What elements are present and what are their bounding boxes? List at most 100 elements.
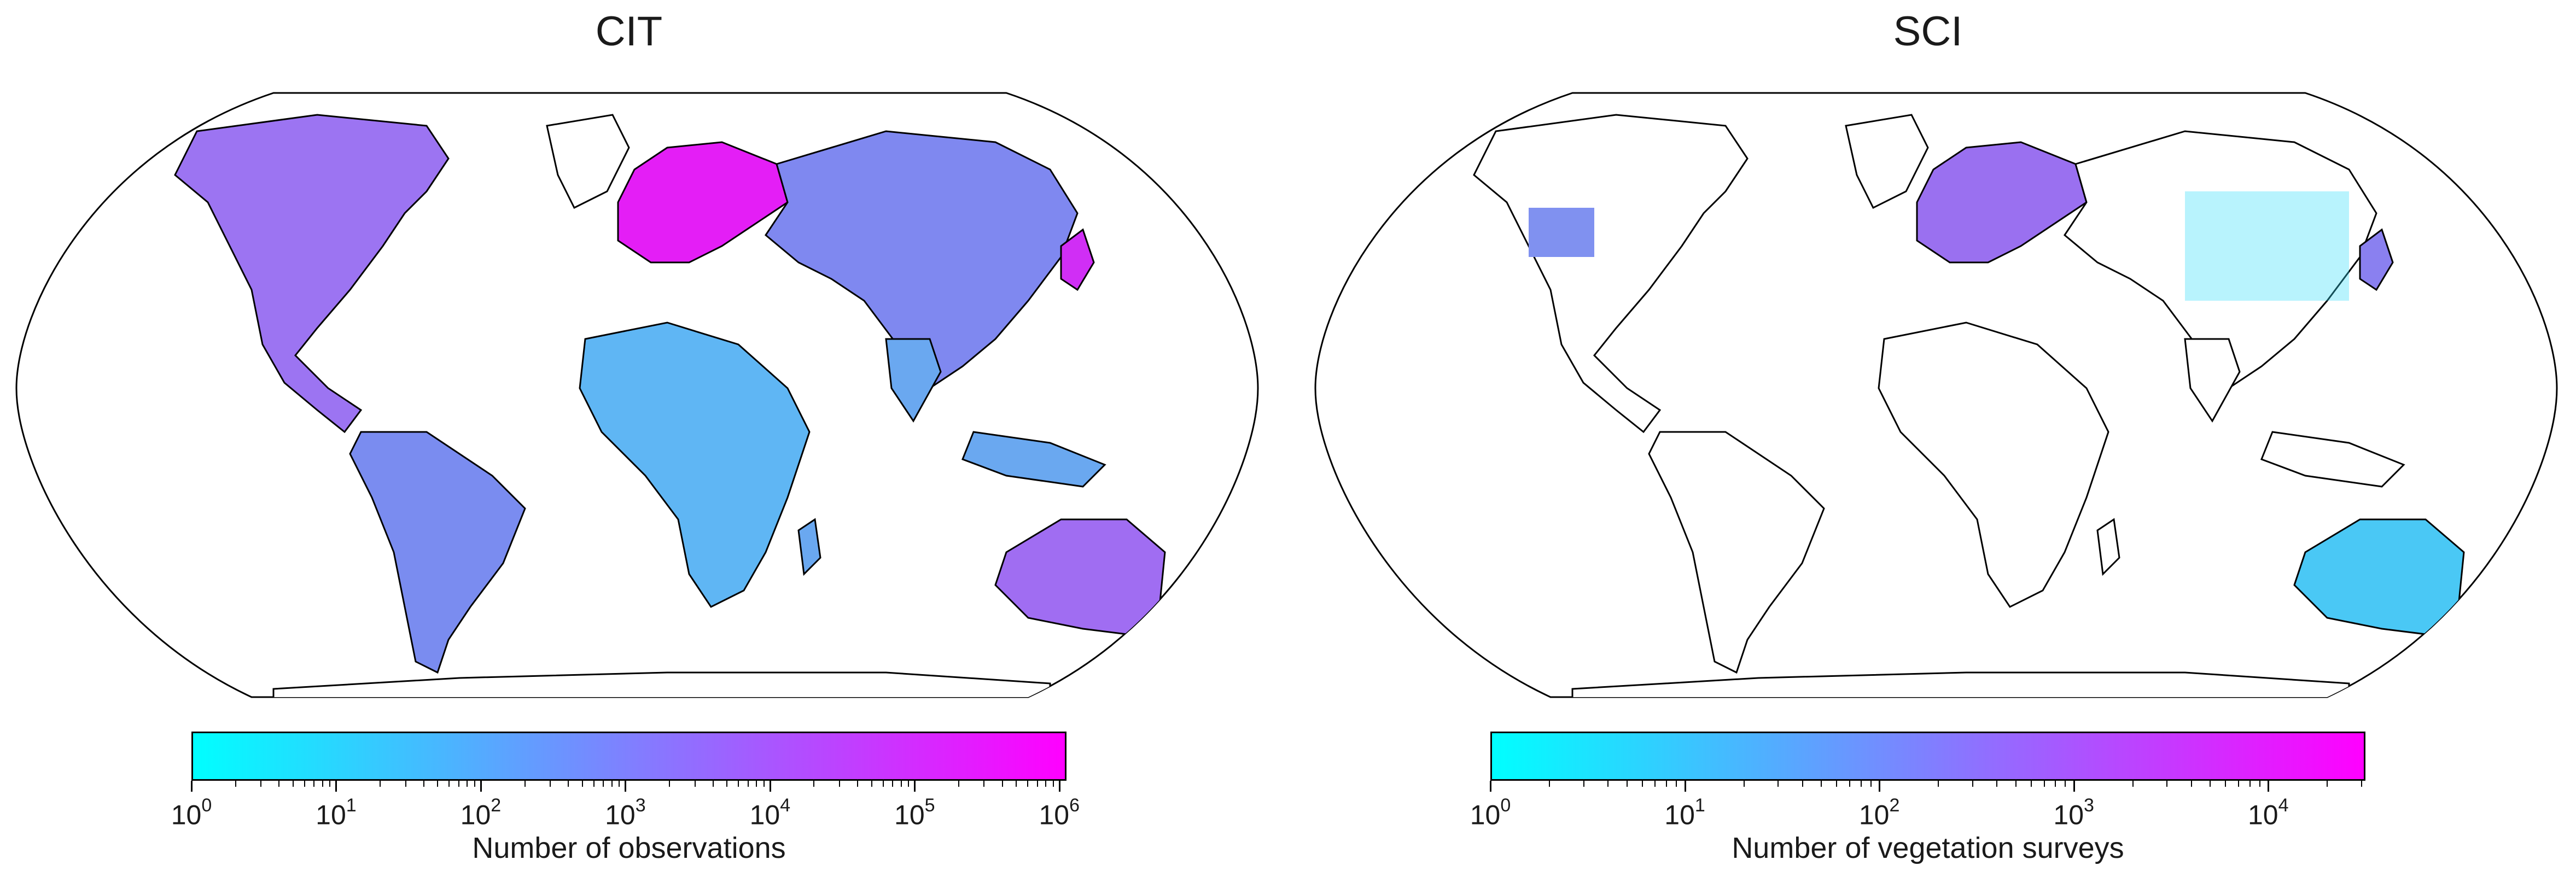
minor-tick <box>839 781 840 787</box>
minor-tick <box>260 781 261 787</box>
minor-tick <box>713 781 714 787</box>
minor-tick <box>2259 781 2260 787</box>
minor-tick <box>593 781 595 787</box>
minor-tick <box>568 781 569 787</box>
minor-tick <box>2361 781 2362 787</box>
eastern-asia-dots <box>2185 191 2349 301</box>
minor-tick <box>448 781 450 787</box>
tick-label: 100 <box>171 798 212 831</box>
sci-colorbar <box>1490 732 2365 781</box>
minor-tick <box>550 781 551 787</box>
major-tick <box>1879 781 1880 792</box>
tick-label: 100 <box>1470 798 1511 831</box>
minor-tick <box>2015 781 2016 787</box>
cit-colorbar-title: Number of observations <box>191 831 1066 865</box>
minor-tick <box>329 781 330 787</box>
minor-tick <box>322 781 323 787</box>
tick-label: 106 <box>1039 798 1080 831</box>
tick-label: 101 <box>316 798 357 831</box>
sci-panel: SCI 100 101 102 103 104 Number of vegetation… <box>1299 0 2576 883</box>
minor-tick <box>908 781 909 787</box>
minor-tick <box>380 781 381 787</box>
minor-tick <box>524 781 526 787</box>
minor-tick <box>1037 781 1038 787</box>
tick-label: 104 <box>750 798 791 831</box>
minor-tick <box>582 781 583 787</box>
minor-tick <box>857 781 858 787</box>
minor-tick <box>695 781 696 787</box>
sci-colorbar-title: Number of vegetation surveys <box>1490 831 2365 865</box>
minor-tick <box>1802 781 1803 787</box>
tick-label: 105 <box>894 798 935 831</box>
tick-label: 103 <box>605 798 646 831</box>
major-tick <box>770 781 771 792</box>
minor-tick <box>748 781 749 787</box>
minor-tick <box>278 781 279 787</box>
minor-tick <box>1027 781 1028 787</box>
minor-tick <box>738 781 739 787</box>
minor-tick <box>1861 781 1862 787</box>
western-usa-block <box>1529 208 1594 257</box>
tick-label: 102 <box>1859 798 1900 831</box>
minor-tick <box>2044 781 2045 787</box>
minor-tick <box>2225 781 2226 787</box>
sci-world-map <box>1310 82 2568 705</box>
minor-tick <box>1938 781 1939 787</box>
minor-tick <box>474 781 475 787</box>
minor-tick <box>467 781 468 787</box>
minor-tick <box>304 781 305 787</box>
minor-tick <box>871 781 872 787</box>
minor-tick <box>235 781 236 787</box>
cit-colorbar <box>191 732 1066 781</box>
minor-tick <box>2238 781 2239 787</box>
minor-tick <box>293 781 294 787</box>
minor-tick <box>423 781 424 787</box>
minor-tick <box>2327 781 2328 787</box>
minor-tick <box>1821 781 1822 787</box>
minor-tick <box>756 781 757 787</box>
tick-label: 103 <box>2053 798 2094 831</box>
minor-tick <box>901 781 902 787</box>
major-tick <box>191 781 193 792</box>
minor-tick <box>1676 781 1677 787</box>
minor-tick <box>1549 781 1550 787</box>
minor-tick <box>2249 781 2251 787</box>
minor-tick <box>1016 781 1017 787</box>
minor-tick <box>883 781 884 787</box>
minor-tick <box>458 781 459 787</box>
minor-tick <box>1053 781 1054 787</box>
major-tick <box>1490 781 1491 792</box>
minor-tick <box>1996 781 1997 787</box>
minor-tick <box>2132 781 2134 787</box>
minor-tick <box>1849 781 1850 787</box>
minor-tick <box>1654 781 1656 787</box>
tick-label: 101 <box>1664 798 1705 831</box>
minor-tick <box>813 781 814 787</box>
major-tick <box>1059 781 1060 792</box>
minor-tick <box>2065 781 2066 787</box>
minor-tick <box>1627 781 1628 787</box>
new-zealand <box>2464 618 2508 662</box>
major-tick <box>625 781 626 792</box>
major-tick <box>2073 781 2075 792</box>
minor-tick <box>1002 781 1003 787</box>
major-tick <box>480 781 482 792</box>
new-zealand <box>1165 618 1209 662</box>
minor-tick <box>764 781 765 787</box>
minor-tick <box>1744 781 1745 787</box>
cit-panel: CIT <box>0 0 1288 883</box>
tick-label: 102 <box>461 798 502 831</box>
minor-tick <box>2055 781 2056 787</box>
minor-tick <box>726 781 727 787</box>
minor-tick <box>983 781 984 787</box>
minor-tick <box>2210 781 2211 787</box>
minor-tick <box>1777 781 1779 787</box>
map-title: SCI <box>1299 8 2557 55</box>
minor-tick <box>611 781 613 787</box>
sci-colorbar-ticks <box>1490 781 2365 797</box>
major-tick <box>335 781 337 792</box>
minor-tick <box>1607 781 1608 787</box>
minor-tick <box>669 781 670 787</box>
minor-tick <box>2166 781 2167 787</box>
major-tick <box>2268 781 2269 792</box>
